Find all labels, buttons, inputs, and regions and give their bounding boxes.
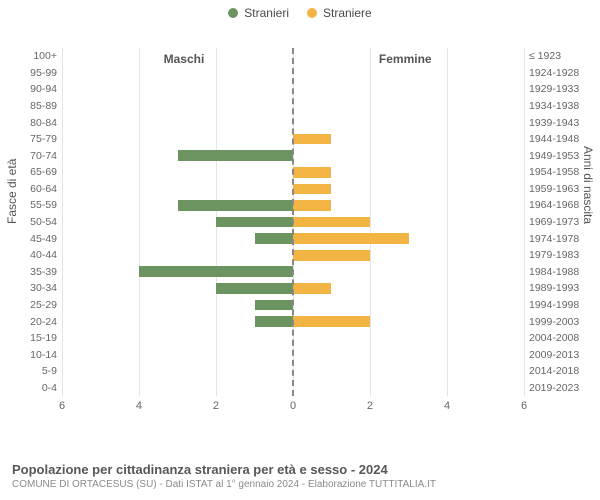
bar-male: [178, 200, 294, 211]
y-labels-age: 100+95-9990-9485-8980-8475-7970-7465-696…: [10, 48, 60, 396]
x-tick: 2: [367, 400, 373, 412]
x-tick: 6: [521, 400, 527, 412]
midline: [292, 48, 294, 396]
birth-label: 1954-1958: [526, 164, 582, 181]
footer-title: Popolazione per cittadinanza straniera p…: [12, 462, 588, 477]
birth-label: 1934-1938: [526, 98, 582, 115]
birth-label: 1944-1948: [526, 131, 582, 148]
bar-female: [293, 283, 331, 294]
plot: Maschi Femmine: [62, 48, 524, 396]
bar-female: [293, 167, 331, 178]
age-label: 40-44: [27, 247, 60, 264]
x-axis: 6 4 2 0 2 4 6: [62, 400, 524, 418]
age-label: 50-54: [27, 214, 60, 231]
bar-female: [293, 217, 370, 228]
age-label: 65-69: [27, 164, 60, 181]
age-label: 5-9: [39, 363, 60, 380]
bar-female: [293, 233, 409, 244]
birth-label: 1969-1973: [526, 214, 582, 231]
age-label: 35-39: [27, 264, 60, 281]
bar-female: [293, 134, 331, 145]
birth-label: 2014-2018: [526, 363, 582, 380]
birth-label: ≤ 1923: [526, 48, 564, 65]
birth-label: 1964-1968: [526, 197, 582, 214]
footer-subtitle: COMUNE DI ORTACESUS (SU) - Dati ISTAT al…: [12, 479, 588, 490]
legend-item-female: Straniere: [307, 6, 372, 20]
birth-label: 1949-1953: [526, 147, 582, 164]
legend: Stranieri Straniere: [0, 0, 600, 20]
birth-label: 2019-2023: [526, 380, 582, 397]
bar-male: [216, 217, 293, 228]
age-label: 95-99: [27, 65, 60, 82]
bar-male: [255, 300, 293, 311]
birth-label: 2004-2008: [526, 330, 582, 347]
birth-label: 1994-1998: [526, 297, 582, 314]
x-tick: 6: [59, 400, 65, 412]
legend-item-male: Stranieri: [228, 6, 289, 20]
grid-line: [524, 48, 525, 396]
birth-label: 1929-1933: [526, 81, 582, 98]
chart-area: Fasce di età Anni di nascita 100+95-9990…: [10, 24, 590, 424]
bar-male: [255, 233, 293, 244]
birth-label: 1924-1928: [526, 65, 582, 82]
bar-female: [293, 316, 370, 327]
age-label: 20-24: [27, 313, 60, 330]
x-tick: 2: [213, 400, 219, 412]
age-label: 60-64: [27, 181, 60, 198]
age-label: 55-59: [27, 197, 60, 214]
age-label: 15-19: [27, 330, 60, 347]
footer: Popolazione per cittadinanza straniera p…: [12, 462, 588, 490]
birth-label: 1974-1978: [526, 230, 582, 247]
legend-swatch-female: [307, 8, 317, 18]
birth-label: 1984-1988: [526, 264, 582, 281]
age-label: 90-94: [27, 81, 60, 98]
bar-female: [293, 184, 331, 195]
age-label: 70-74: [27, 147, 60, 164]
age-label: 100+: [30, 48, 60, 65]
birth-label: 1959-1963: [526, 181, 582, 198]
age-label: 10-14: [27, 346, 60, 363]
age-label: 30-34: [27, 280, 60, 297]
age-label: 80-84: [27, 114, 60, 131]
legend-label-female: Straniere: [323, 6, 372, 20]
bar-female: [293, 200, 331, 211]
x-tick: 0: [290, 400, 296, 412]
x-tick: 4: [136, 400, 142, 412]
x-tick: 4: [444, 400, 450, 412]
bar-male: [139, 266, 293, 277]
bar-male: [216, 283, 293, 294]
birth-label: 1979-1983: [526, 247, 582, 264]
legend-swatch-male: [228, 8, 238, 18]
birth-label: 2009-2013: [526, 346, 582, 363]
y-labels-birth: ≤ 19231924-19281929-19331934-19381939-19…: [526, 48, 590, 396]
legend-label-male: Stranieri: [244, 6, 289, 20]
bar-female: [293, 250, 370, 261]
age-label: 25-29: [27, 297, 60, 314]
age-label: 45-49: [27, 230, 60, 247]
birth-label: 1999-2003: [526, 313, 582, 330]
birth-label: 1939-1943: [526, 114, 582, 131]
age-label: 0-4: [39, 380, 60, 397]
birth-label: 1989-1993: [526, 280, 582, 297]
age-label: 75-79: [27, 131, 60, 148]
age-label: 85-89: [27, 98, 60, 115]
bar-male: [255, 316, 293, 327]
bar-male: [178, 150, 294, 161]
